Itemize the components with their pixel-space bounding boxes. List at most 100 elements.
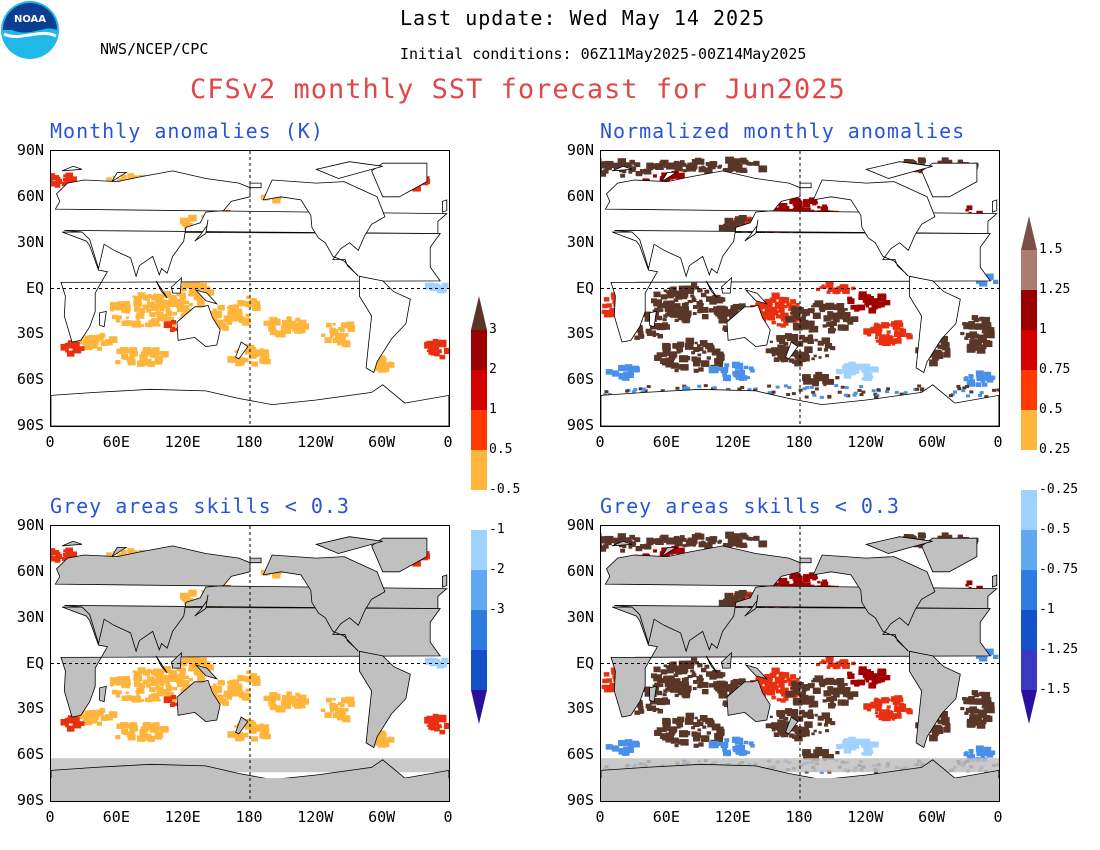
anomaly-cell bbox=[426, 349, 430, 353]
anomaly-cell bbox=[143, 347, 152, 354]
anomaly-cell bbox=[147, 697, 153, 701]
anomaly-cell bbox=[718, 356, 724, 361]
anomaly-cell bbox=[712, 669, 721, 677]
lat-tick-label: 90S bbox=[16, 416, 44, 434]
anomaly-cell bbox=[51, 551, 54, 554]
lon-tick-label: 60E bbox=[102, 808, 130, 826]
anomaly-cell bbox=[330, 334, 334, 338]
anomaly-cell bbox=[869, 375, 874, 379]
anomaly-cell bbox=[61, 181, 68, 187]
anomaly-cell bbox=[115, 318, 121, 323]
anomaly-cell bbox=[850, 304, 857, 310]
anomaly-cell bbox=[899, 392, 904, 396]
lon-tick-label: 60W bbox=[918, 433, 946, 451]
anomaly-cell bbox=[894, 330, 899, 334]
anomaly-cell bbox=[676, 290, 685, 298]
landmass bbox=[194, 289, 219, 305]
anomaly-cell bbox=[117, 315, 122, 320]
anomaly-cell bbox=[669, 686, 678, 693]
anomaly-cell bbox=[718, 539, 723, 543]
anomaly-cell bbox=[686, 719, 690, 723]
anomaly-cell bbox=[295, 692, 301, 697]
anomaly-cell bbox=[899, 703, 907, 710]
lon-tick-label: 120E bbox=[714, 433, 751, 451]
anomaly-cell bbox=[868, 295, 874, 301]
anomaly-cell bbox=[811, 679, 815, 683]
anomaly-cell bbox=[698, 367, 704, 372]
anomaly-cell bbox=[663, 675, 673, 683]
anomaly-cell bbox=[646, 706, 653, 712]
anomaly-cell bbox=[212, 308, 217, 312]
anomaly-cell bbox=[122, 347, 128, 352]
anomaly-cell bbox=[701, 540, 705, 543]
anomaly-cell bbox=[842, 318, 848, 323]
anomaly-cell bbox=[427, 284, 435, 290]
anomaly-cell bbox=[682, 311, 691, 319]
landmass bbox=[171, 651, 182, 669]
anomaly-cell bbox=[152, 724, 160, 731]
anomaly-cell bbox=[120, 174, 127, 180]
anomaly-cell bbox=[264, 358, 271, 365]
anomaly-cell bbox=[814, 338, 818, 342]
anomaly-cell bbox=[127, 320, 134, 326]
anomaly-cell bbox=[887, 323, 891, 327]
anomaly-cell bbox=[863, 749, 873, 756]
anomaly-cell bbox=[634, 335, 640, 340]
anomaly-cell bbox=[640, 710, 644, 714]
anomaly-cell bbox=[755, 678, 759, 682]
anomaly-cell bbox=[387, 361, 393, 366]
anomaly-cell bbox=[789, 724, 798, 732]
colorbar-segment bbox=[1021, 530, 1037, 570]
anomaly-cell bbox=[694, 286, 699, 290]
anomaly-cell bbox=[683, 169, 688, 173]
anomaly-cell bbox=[344, 333, 349, 337]
anomaly-cell bbox=[699, 299, 703, 303]
anomaly-cell bbox=[115, 693, 121, 698]
anomaly-cell bbox=[137, 292, 146, 299]
anomaly-cell bbox=[329, 704, 339, 711]
anomaly-cell bbox=[249, 298, 258, 305]
anomaly-cell bbox=[146, 669, 152, 674]
anomaly-cell bbox=[668, 662, 675, 668]
anomaly-cell bbox=[939, 710, 948, 718]
anomaly-cell bbox=[835, 688, 839, 692]
anomaly-cell bbox=[843, 363, 850, 368]
anomaly-cell bbox=[838, 662, 844, 666]
anomaly-cell bbox=[286, 691, 292, 696]
anomaly-cell bbox=[155, 311, 160, 315]
anomaly-cell bbox=[149, 728, 156, 733]
anomaly-cell bbox=[776, 710, 786, 717]
anomaly-cell bbox=[799, 334, 805, 340]
anomaly-cell bbox=[969, 331, 977, 338]
anomaly-cell bbox=[844, 683, 848, 686]
anomaly-cell bbox=[667, 305, 675, 311]
anomaly-cell bbox=[663, 722, 667, 725]
anomaly-cell bbox=[116, 723, 124, 729]
anomaly-cell bbox=[965, 208, 969, 212]
anomaly-cell bbox=[929, 734, 938, 742]
anomaly-cell bbox=[124, 684, 131, 689]
anomaly-cell bbox=[769, 715, 773, 719]
anomaly-cell bbox=[610, 292, 616, 297]
anomaly-cell bbox=[164, 691, 171, 697]
map-skill-masked-anomalies bbox=[50, 525, 450, 802]
anomaly-cell bbox=[604, 160, 614, 168]
anomaly-cell bbox=[785, 316, 794, 323]
anomaly-cell bbox=[129, 354, 136, 359]
anomaly-cell bbox=[811, 390, 816, 394]
anomaly-cell bbox=[943, 351, 951, 358]
anomaly-cell bbox=[610, 667, 616, 672]
anomaly-cell bbox=[940, 342, 950, 350]
anomaly-cell bbox=[792, 694, 796, 697]
anomaly-cell bbox=[675, 386, 680, 390]
anomaly-cell bbox=[99, 332, 106, 338]
anomaly-cell bbox=[965, 384, 970, 388]
colorbar-label: -1 bbox=[1039, 602, 1055, 617]
anomaly-cell bbox=[965, 707, 972, 713]
anomaly-cell bbox=[792, 574, 801, 582]
anomaly-cell bbox=[826, 665, 831, 669]
anomaly-cell bbox=[669, 311, 678, 318]
lon-tick-label: 120E bbox=[164, 433, 201, 451]
anomaly-cell bbox=[693, 743, 699, 748]
anomaly-cell bbox=[780, 349, 788, 356]
